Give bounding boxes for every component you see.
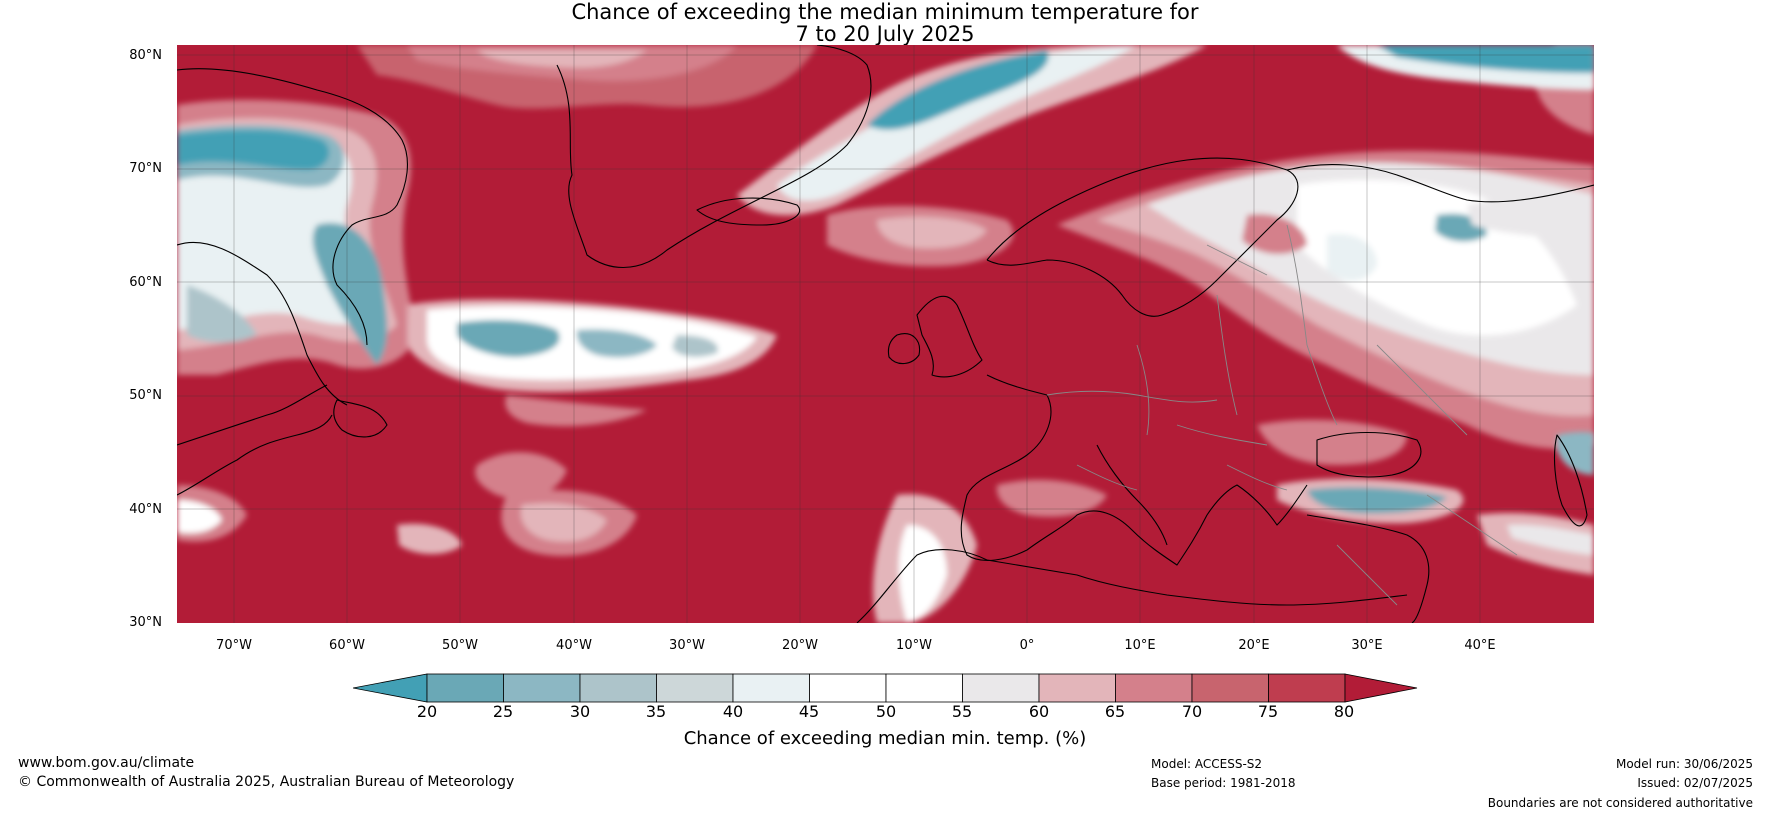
norwegian-sea-region (827, 205, 1014, 267)
colorbar-segment (503, 673, 581, 703)
colorbar-segment (732, 673, 810, 703)
baffin-coast (177, 68, 408, 346)
colorbar-segment (1268, 673, 1346, 703)
graticule (177, 45, 1594, 623)
colorbar-extend-low (353, 673, 428, 703)
lon-label-20e: 20°E (1238, 638, 1270, 653)
model-run-text: Model run: 30/06/2025 (1615, 757, 1753, 771)
labrador-coast (177, 241, 348, 406)
colorbar-segment (1115, 673, 1193, 703)
lon-label-40e: 40°E (1464, 638, 1496, 653)
fram-strait-region (737, 45, 1594, 216)
colorbar-tick: 65 (1104, 702, 1126, 721)
colorbar-tick: 55 (951, 702, 973, 721)
lat-label-50n: 50°N (129, 388, 162, 403)
colorbar-segment (579, 673, 657, 703)
caspian-coast (1553, 434, 1588, 527)
greenland-coast (556, 45, 872, 269)
scandinavia-coast (986, 157, 1299, 317)
lat-label-60n: 60°N (129, 275, 162, 290)
lon-label-70w: 70°W (216, 638, 252, 653)
colorbar-tick: 30 (569, 702, 591, 721)
colorbar-extend-high (1344, 673, 1418, 703)
lat-label-40n: 40°N (129, 502, 162, 517)
colorbar-tick: 75 (1257, 702, 1279, 721)
italy-coast (1096, 444, 1168, 546)
probability-map (177, 45, 1594, 623)
us-coast (177, 414, 333, 496)
colorbar-tick: 20 (416, 702, 438, 721)
colorbar-segment (1191, 673, 1269, 703)
colorbar-segment (426, 673, 504, 703)
colorbar (353, 673, 1418, 703)
colorbar-label: Chance of exceeding median min. temp. (%… (683, 728, 1087, 749)
colorbar-tick: 70 (1181, 702, 1203, 721)
lon-label-50w: 50°W (442, 638, 478, 653)
black-sea-coast (1316, 432, 1422, 478)
europe-coast (960, 374, 1308, 566)
model-text: Model: ACCESS-S2 (1151, 757, 1263, 771)
lat-label-80n: 80°N (129, 48, 162, 63)
russia-north-coast (1286, 164, 1594, 203)
lon-label-40w: 40°W (556, 638, 592, 653)
colorbar-tick: 25 (492, 702, 514, 721)
colorbar-tick: 35 (645, 702, 667, 721)
map-title-line2: 7 to 20 July 2025 (795, 22, 975, 46)
political-boundaries (1046, 224, 1518, 606)
britain-coast (916, 295, 983, 378)
iceland-coast (696, 197, 800, 226)
colorbar-tick: 50 (875, 702, 897, 721)
website-link[interactable]: www.bom.gov.au/climate (18, 755, 195, 771)
lon-label-0: 0° (1019, 638, 1035, 653)
newfoundland-coast (177, 384, 388, 446)
colorbar-tick: 40 (722, 702, 744, 721)
lon-label-60w: 60°W (329, 638, 365, 653)
lon-label-20w: 20°W (782, 638, 818, 653)
lon-label-30e: 30°E (1351, 638, 1383, 653)
colorbar-segment (1038, 673, 1116, 703)
base-period-text: Base period: 1981-2018 (1151, 776, 1296, 790)
ireland-coast (887, 333, 921, 365)
colorbar-segment (962, 673, 1040, 703)
levant-coast (1306, 514, 1430, 623)
colorbar-tick: 80 (1333, 702, 1355, 721)
iberia-region (873, 479, 1107, 623)
colorbar-tick: 60 (1028, 702, 1050, 721)
disclaimer-text: Boundaries are not considered authoritat… (1487, 796, 1753, 810)
lat-label-70n: 70°N (129, 161, 162, 176)
lon-label-30w: 30°W (669, 638, 705, 653)
issued-text: Issued: 02/07/2025 (1637, 776, 1753, 790)
copyright-text: © Commonwealth of Australia 2025, Austra… (18, 774, 515, 790)
map-area (177, 45, 1594, 623)
colorbar-tick: 45 (798, 702, 820, 721)
map-title-line1: Chance of exceeding the median minimum t… (571, 0, 1199, 24)
colorbar-segment (809, 673, 887, 703)
colorbar-segment (656, 673, 734, 703)
lat-label-30n: 30°N (129, 615, 162, 630)
scandinavia-russia-region (1057, 150, 1594, 449)
north-atlantic-band-region (407, 299, 777, 427)
lon-label-10w: 10°W (896, 638, 932, 653)
north-africa-coast (856, 549, 1408, 623)
black-sea-region (1257, 419, 1594, 575)
labrador-region (177, 99, 417, 375)
coastlines (177, 45, 1594, 623)
colorbar-segment (885, 673, 963, 703)
mid-atlantic-region (177, 452, 637, 556)
lon-label-10e: 10°E (1124, 638, 1156, 653)
